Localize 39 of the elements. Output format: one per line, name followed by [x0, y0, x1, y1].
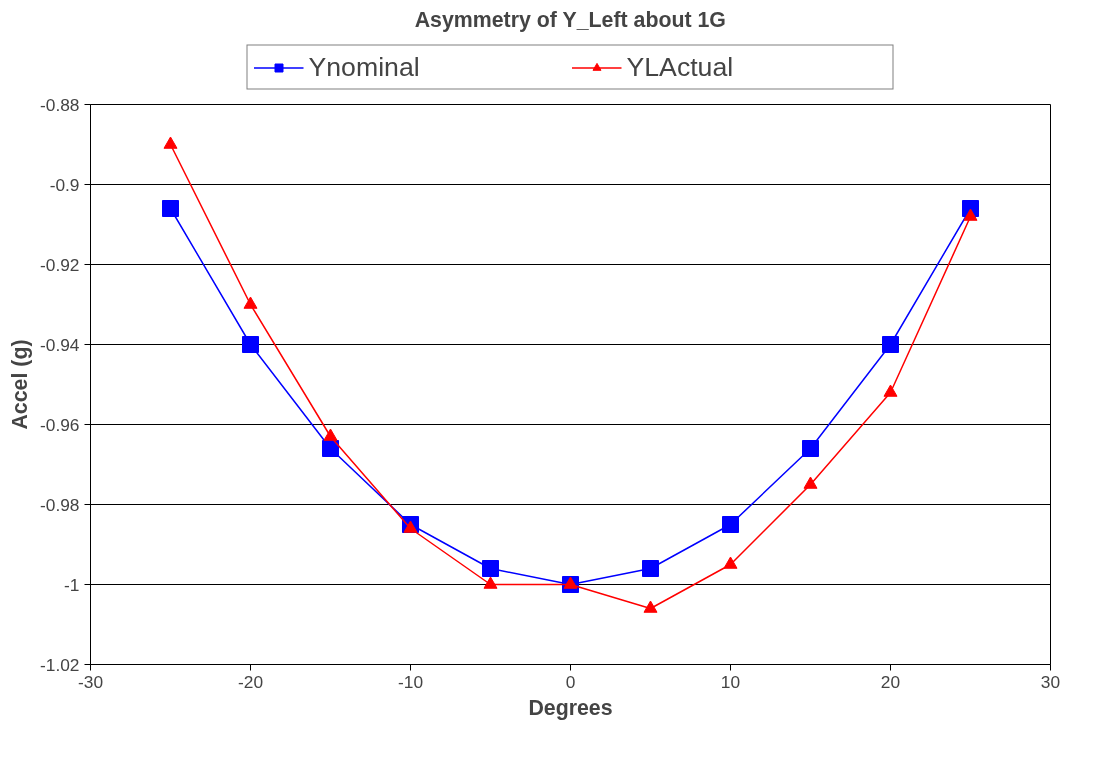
y-tick-label: -1.02 — [40, 654, 80, 675]
point — [803, 476, 818, 489]
x-tick-label: -20 — [237, 671, 264, 692]
legend-label: Ynominal — [308, 51, 421, 83]
point — [643, 600, 658, 613]
x-tick-label: 0 — [565, 671, 576, 692]
point — [242, 336, 259, 353]
x-tick-label: -10 — [397, 671, 424, 692]
point — [722, 516, 739, 533]
y-tick-label: -0.94 — [40, 334, 80, 355]
x-axis-title: Degrees — [528, 695, 613, 720]
y-tick-label: -1 — [64, 574, 80, 595]
y-tick-label: -0.98 — [40, 494, 80, 515]
point — [323, 428, 338, 441]
point — [802, 440, 819, 457]
point — [642, 560, 659, 577]
y-tick-label: -0.96 — [40, 414, 80, 435]
x-tick-label: 30 — [1040, 671, 1061, 692]
x-tick-label: 10 — [720, 671, 741, 692]
point — [322, 440, 339, 457]
point — [883, 384, 898, 397]
point — [482, 560, 499, 577]
point — [723, 556, 738, 569]
chart-title: Asymmetry of Y_Left about 1G — [414, 7, 726, 32]
point — [243, 296, 258, 309]
y-tick-label: -0.88 — [40, 94, 80, 115]
point — [162, 200, 179, 217]
y-tick-label: -0.92 — [40, 254, 80, 275]
point — [882, 336, 899, 353]
point — [963, 208, 978, 221]
legend-label: YLActual — [626, 51, 735, 83]
point — [403, 520, 418, 533]
x-tick-label: -30 — [77, 671, 104, 692]
point — [163, 136, 178, 149]
y-axis-title: Accel (g) — [8, 339, 32, 430]
point — [563, 576, 578, 589]
point — [483, 576, 498, 589]
x-tick-label: 20 — [880, 671, 901, 692]
y-tick-label: -0.9 — [49, 174, 80, 195]
